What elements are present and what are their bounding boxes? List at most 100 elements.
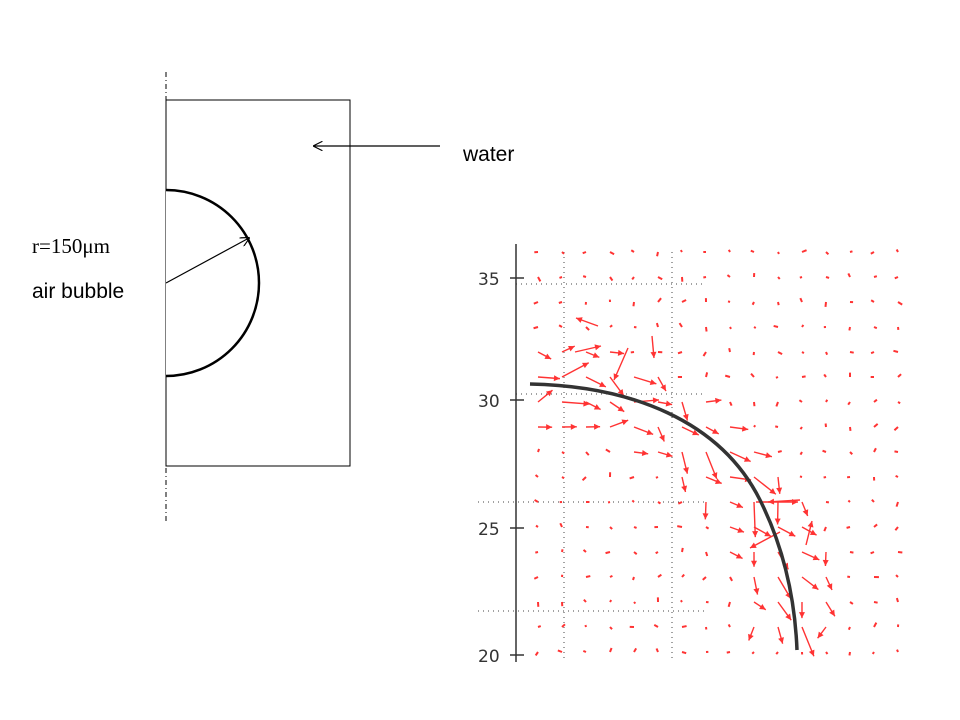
y-tick-label-20: 20 bbox=[478, 647, 500, 667]
velocity-vector bbox=[559, 522, 563, 528]
velocity-vector bbox=[633, 551, 638, 555]
velocity-vector bbox=[681, 651, 687, 655]
velocity-vector bbox=[585, 326, 590, 331]
velocity-vector bbox=[677, 501, 683, 505]
velocity-vector-head bbox=[714, 478, 722, 484]
velocity-vector bbox=[633, 647, 638, 653]
velocity-vector bbox=[870, 551, 875, 555]
vector-plot: 35 30 25 20 bbox=[478, 244, 903, 667]
velocity-vector bbox=[605, 551, 611, 555]
velocity-vector bbox=[702, 576, 707, 581]
velocity-vector bbox=[801, 324, 805, 328]
velocity-vector-head bbox=[593, 404, 601, 410]
velocity-vector bbox=[729, 576, 733, 582]
velocity-vector bbox=[533, 326, 539, 330]
velocity-vector bbox=[799, 475, 803, 478]
velocity-vector bbox=[847, 499, 851, 503]
velocity-vector bbox=[582, 275, 587, 278]
velocity-vector bbox=[633, 526, 637, 529]
velocity-vector bbox=[870, 351, 875, 355]
velocity-vector bbox=[751, 301, 755, 306]
velocity-vector bbox=[873, 622, 878, 628]
velocity-vector bbox=[775, 401, 779, 407]
velocity-vector-head bbox=[617, 349, 625, 356]
velocity-vector bbox=[849, 250, 853, 253]
velocity-vector-head bbox=[752, 531, 759, 538]
velocity-vector-head bbox=[683, 467, 689, 474]
velocity-vector bbox=[873, 423, 879, 428]
velocity-vector-head bbox=[660, 384, 666, 392]
velocity-vector bbox=[894, 526, 899, 531]
velocity-vector-head bbox=[812, 554, 820, 561]
velocity-vector bbox=[849, 601, 854, 605]
velocity-vector-head bbox=[765, 452, 772, 459]
velocity-vector bbox=[728, 347, 731, 353]
velocity-vector-head bbox=[753, 588, 760, 595]
velocity-vector bbox=[657, 297, 662, 303]
velocity-vector bbox=[534, 474, 539, 478]
velocity-vector bbox=[798, 399, 803, 403]
velocity-vector bbox=[824, 301, 827, 307]
velocity-vector-head bbox=[736, 502, 743, 508]
velocity-vector bbox=[777, 301, 780, 306]
velocity-vector bbox=[584, 624, 587, 628]
velocity-vector bbox=[729, 326, 732, 330]
velocity-vector-head bbox=[617, 405, 625, 412]
velocity-vector bbox=[655, 551, 659, 555]
velocity-vector-head bbox=[652, 397, 660, 404]
velocity-vector bbox=[678, 322, 683, 328]
velocity-vector-head bbox=[759, 603, 766, 610]
velocity-vector bbox=[607, 501, 611, 504]
velocity-vector bbox=[825, 651, 829, 655]
velocity-vector bbox=[585, 451, 590, 456]
velocity-vector-head bbox=[546, 424, 553, 431]
velocity-vector bbox=[558, 324, 563, 328]
velocity-vector bbox=[633, 601, 637, 605]
velocity-vector bbox=[897, 401, 901, 405]
velocity-vector bbox=[870, 299, 875, 303]
velocity-vector bbox=[533, 301, 539, 305]
velocity-vector-head bbox=[748, 633, 754, 641]
velocity-vector-head bbox=[545, 390, 553, 397]
velocity-vector bbox=[655, 648, 659, 653]
velocity-vector bbox=[847, 273, 851, 278]
velocity-vector bbox=[823, 373, 827, 378]
velocity-vector bbox=[848, 651, 851, 656]
velocity-vector bbox=[557, 649, 563, 653]
velocity-vector-head bbox=[621, 419, 629, 426]
velocity-vector-head bbox=[544, 353, 552, 360]
velocity-vector-head bbox=[811, 583, 819, 590]
velocity-vector bbox=[825, 276, 830, 279]
velocity-vector-head bbox=[750, 542, 757, 548]
y-tick-label-25: 25 bbox=[478, 520, 500, 540]
velocity-vector bbox=[893, 426, 899, 431]
velocity-vector bbox=[632, 576, 635, 581]
velocity-vector bbox=[559, 276, 563, 279]
velocity-vector bbox=[894, 450, 899, 453]
velocity-vector bbox=[582, 649, 587, 653]
velocity-vector bbox=[895, 597, 899, 603]
velocity-vector bbox=[609, 599, 613, 603]
bubble-outline bbox=[165, 188, 261, 378]
velocity-vector-head bbox=[788, 530, 796, 537]
velocity-vector-head bbox=[613, 373, 620, 380]
radius-label: r=150μm bbox=[32, 234, 110, 258]
velocity-vector bbox=[537, 276, 542, 282]
velocity-vector bbox=[871, 499, 875, 503]
velocity-vector bbox=[631, 499, 635, 503]
velocity-vector-head bbox=[802, 509, 809, 516]
velocity-vector bbox=[773, 324, 779, 328]
velocity-vector-head bbox=[681, 485, 688, 492]
velocity-vector bbox=[775, 651, 779, 655]
velocity-vector-head bbox=[641, 450, 649, 457]
velocity-vector-head bbox=[594, 344, 601, 351]
velocity-vector bbox=[583, 598, 587, 603]
velocity-vector bbox=[655, 322, 659, 328]
velocity-vector bbox=[799, 276, 803, 279]
velocity-vector bbox=[847, 401, 851, 406]
velocity-vector bbox=[895, 574, 899, 578]
velocity-vector bbox=[632, 301, 635, 307]
y-axis-ticks bbox=[510, 277, 524, 656]
velocity-vector-head bbox=[817, 631, 824, 639]
velocity-vector-head bbox=[808, 649, 815, 657]
